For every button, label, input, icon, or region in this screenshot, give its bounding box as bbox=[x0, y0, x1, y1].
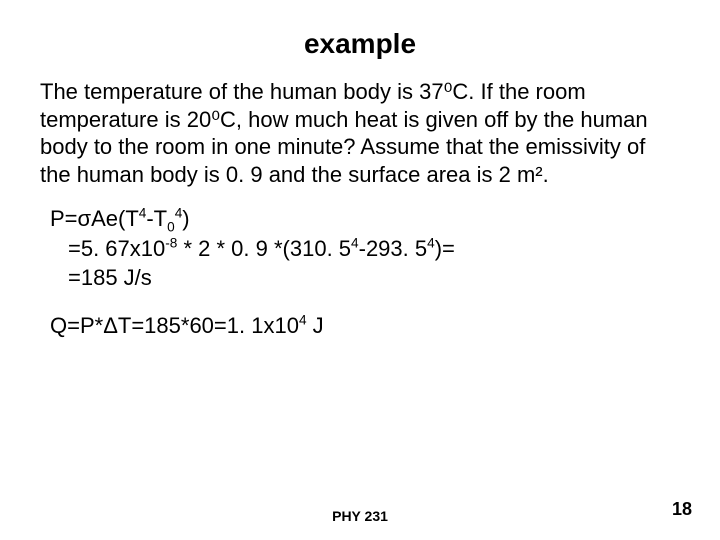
calc-l1-sub0: 0 bbox=[167, 219, 175, 234]
calc-l1-prefix: P=σAe(T bbox=[50, 206, 139, 231]
calc-line-1: P=σAe(T4-T04) bbox=[50, 204, 680, 234]
calculation-block: P=σAe(T4-T04) =5. 67x10-8 * 2 * 0. 9 *(3… bbox=[50, 204, 680, 293]
calc-l2-sup2: 4 bbox=[351, 235, 359, 250]
calc-l2-sup: -8 bbox=[165, 235, 177, 250]
calc-line-2: =5. 67x10-8 * 2 * 0. 9 *(310. 54-293. 54… bbox=[50, 234, 680, 264]
calc-l2-prefix: =5. 67x10 bbox=[68, 236, 165, 261]
q-suffix: J bbox=[307, 313, 324, 338]
heat-result-line: Q=P*ΔT=185*60=1. 1x104 J bbox=[50, 311, 680, 341]
footer-course-code: PHY 231 bbox=[0, 508, 720, 524]
slide-title: example bbox=[40, 28, 680, 60]
q-sup: 4 bbox=[299, 313, 307, 328]
calc-l2-mid2: -293. 5 bbox=[359, 236, 428, 261]
calc-l2-sup3: 4 bbox=[427, 235, 435, 250]
calc-l2-mid: * 2 * 0. 9 *(310. 5 bbox=[177, 236, 351, 261]
calc-l1-mid1: -T bbox=[146, 206, 167, 231]
q-prefix: Q=P*ΔT=185*60=1. 1x10 bbox=[50, 313, 299, 338]
calc-l2-suffix: )= bbox=[435, 236, 455, 261]
footer-page-number: 18 bbox=[672, 499, 692, 520]
calc-l1-suffix: ) bbox=[182, 206, 189, 231]
slide: example The temperature of the human bod… bbox=[0, 0, 720, 540]
problem-statement: The temperature of the human body is 37⁰… bbox=[40, 78, 680, 188]
calc-line-3: =185 J/s bbox=[50, 263, 680, 293]
